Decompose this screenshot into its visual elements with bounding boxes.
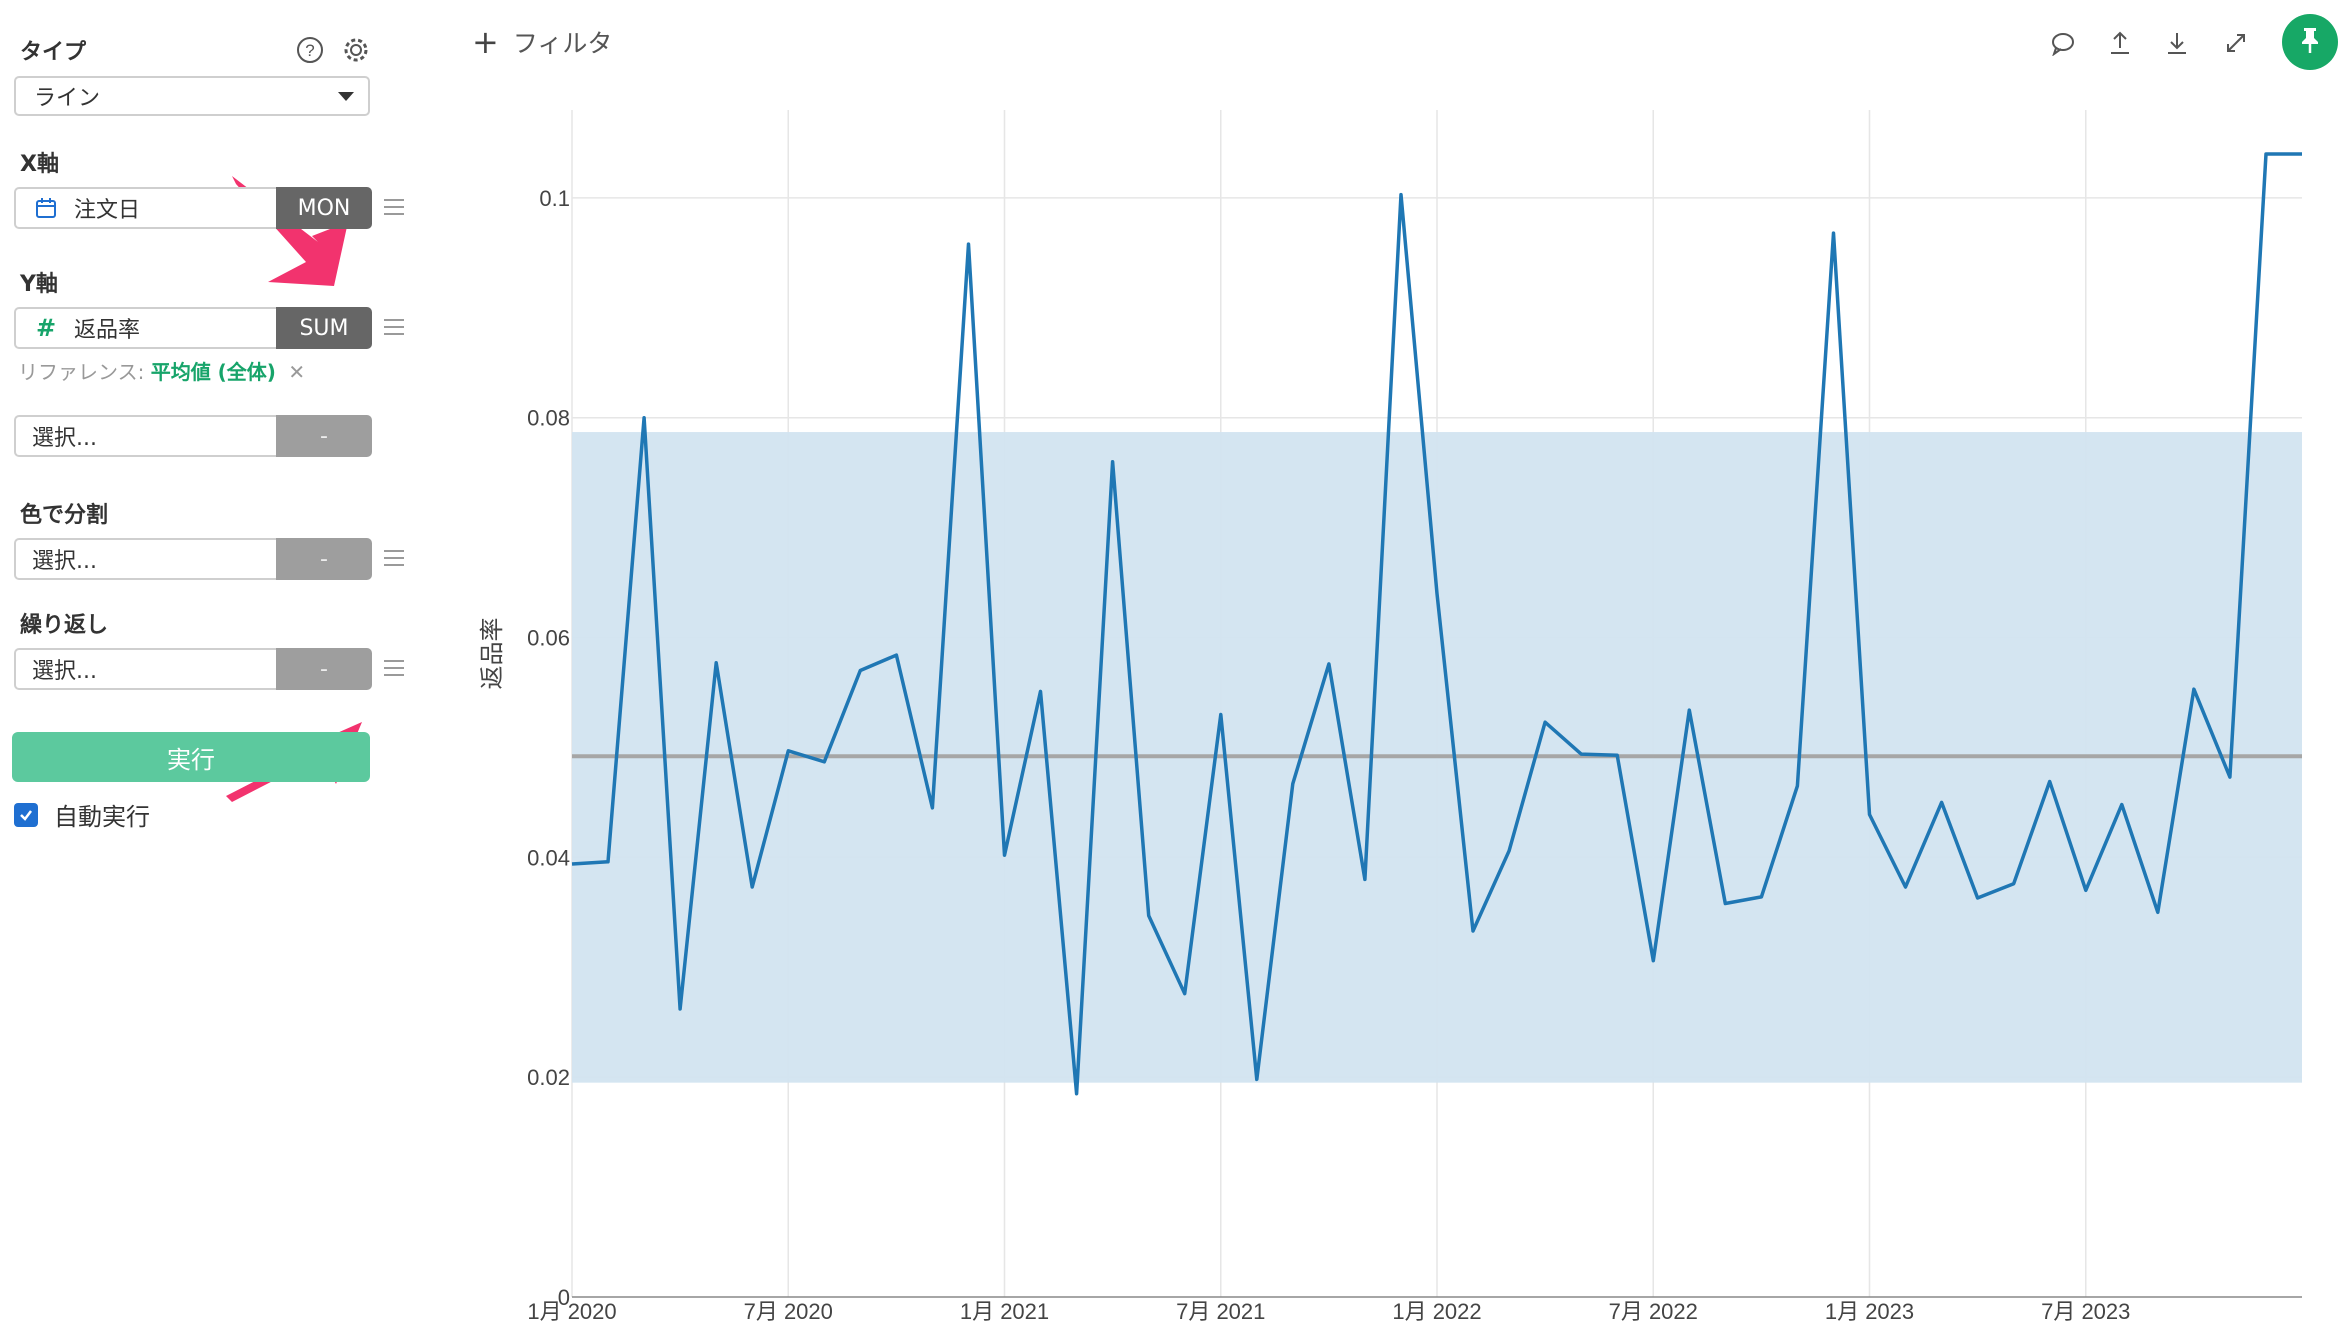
y-tick-label: 0.02	[527, 1065, 570, 1090]
repeat-aggregation-button[interactable]: -	[276, 648, 372, 690]
type-label: タイプ	[20, 40, 87, 65]
x-tick-label: 7月 2022	[1609, 1299, 1698, 1324]
plus-icon: +	[472, 23, 499, 61]
extra-field-select[interactable]: 選択...	[14, 415, 276, 457]
x-tick-label: 1月 2023	[1825, 1299, 1914, 1324]
comment-icon[interactable]	[2046, 26, 2080, 60]
auto-run-checkbox[interactable]	[14, 802, 38, 827]
x-axis-field-name[interactable]: 注文日	[14, 187, 276, 229]
svg-text:?: ?	[305, 41, 314, 60]
x-tick-label: 1月 2022	[1392, 1299, 1481, 1324]
close-icon[interactable]: ✕	[288, 360, 306, 384]
chart-type-value: ライン	[34, 86, 101, 111]
y-tick-label: 0	[558, 1285, 570, 1310]
x-axis-menu-icon[interactable]	[384, 199, 404, 215]
auto-run-option[interactable]: 自動実行	[14, 797, 150, 832]
y-tick-label: 0.1	[539, 186, 570, 211]
repeat-label: 繰り返し	[20, 613, 109, 638]
chart-settings-sidebar: タイプ ? ライン X軸 注文日 MON Y軸 # 返品率 SUM リファレンス…	[0, 0, 420, 1328]
y-axis-menu-icon[interactable]	[384, 319, 404, 335]
x-axis-ticks: 1月 2020 7月 2020 1月 2021 7月 2021 1月 2022 7月 20…	[527, 1299, 2130, 1324]
x-axis-field[interactable]: 注文日 MON	[14, 187, 372, 229]
add-filter-button[interactable]: + フィルタ	[472, 24, 612, 60]
y-axis-label: Y軸	[20, 272, 58, 297]
y-field-label: 返品率	[74, 318, 141, 343]
x-tick-label: 7月 2020	[744, 1299, 833, 1324]
pin-icon	[2297, 25, 2323, 59]
reference-setting: リファレンス: 平均値 (全体) ✕	[18, 356, 305, 385]
pin-button[interactable]	[2282, 14, 2338, 70]
chevron-down-icon	[338, 92, 354, 101]
help-icon[interactable]: ?	[294, 34, 326, 66]
repeat-field[interactable]: 選択... -	[14, 648, 372, 690]
x-field-label: 注文日	[74, 198, 141, 223]
filter-label: フィルタ	[512, 29, 613, 58]
reference-value-link[interactable]: 平均値 (全体)	[150, 360, 276, 384]
y-axis-title: 返品率	[478, 618, 506, 690]
extra-aggregation-button[interactable]: -	[276, 415, 372, 457]
color-split-field[interactable]: 選択... -	[14, 538, 372, 580]
y-axis-ticks: 0 0.02 0.04 0.06 0.08 0.1	[527, 186, 570, 1310]
upload-icon[interactable]	[2103, 26, 2137, 60]
repeat-select[interactable]: 選択...	[14, 648, 276, 690]
y-tick-label: 0.08	[527, 406, 570, 431]
y-tick-label: 0.06	[527, 626, 570, 651]
y-tick-label: 0.04	[527, 845, 570, 870]
x-tick-label: 7月 2023	[2041, 1299, 2130, 1324]
calendar-icon	[32, 197, 60, 219]
gear-icon[interactable]	[340, 34, 372, 66]
color-split-select[interactable]: 選択...	[14, 538, 276, 580]
x-tick-label: 1月 2021	[960, 1299, 1049, 1324]
download-icon[interactable]	[2160, 26, 2194, 60]
color-split-menu-icon[interactable]	[384, 550, 404, 566]
run-button[interactable]: 実行	[12, 732, 370, 782]
hash-icon: #	[35, 314, 57, 342]
x-tick-label: 1月 2020	[527, 1299, 616, 1324]
series-line-return-rate[interactable]	[571, 152, 2302, 1096]
x-axis-aggregation-button[interactable]: MON	[276, 187, 372, 229]
y-axis-field-name[interactable]: # 返品率	[14, 307, 276, 349]
repeat-menu-icon[interactable]	[384, 660, 404, 676]
x-tick-label: 7月 2021	[1176, 1299, 1265, 1324]
color-split-label: 色で分割	[20, 503, 109, 528]
x-axis-label: X軸	[20, 152, 59, 177]
reference-label: リファレンス:	[18, 360, 145, 384]
y-axis-aggregation-button[interactable]: SUM	[276, 307, 372, 349]
color-split-aggregation-button[interactable]: -	[276, 538, 372, 580]
expand-icon[interactable]	[2219, 26, 2253, 60]
extra-field[interactable]: 選択... -	[14, 415, 372, 457]
auto-run-label: 自動実行	[54, 803, 150, 831]
chart-type-select[interactable]: ライン	[14, 76, 370, 116]
y-axis-field[interactable]: # 返品率 SUM	[14, 307, 372, 349]
